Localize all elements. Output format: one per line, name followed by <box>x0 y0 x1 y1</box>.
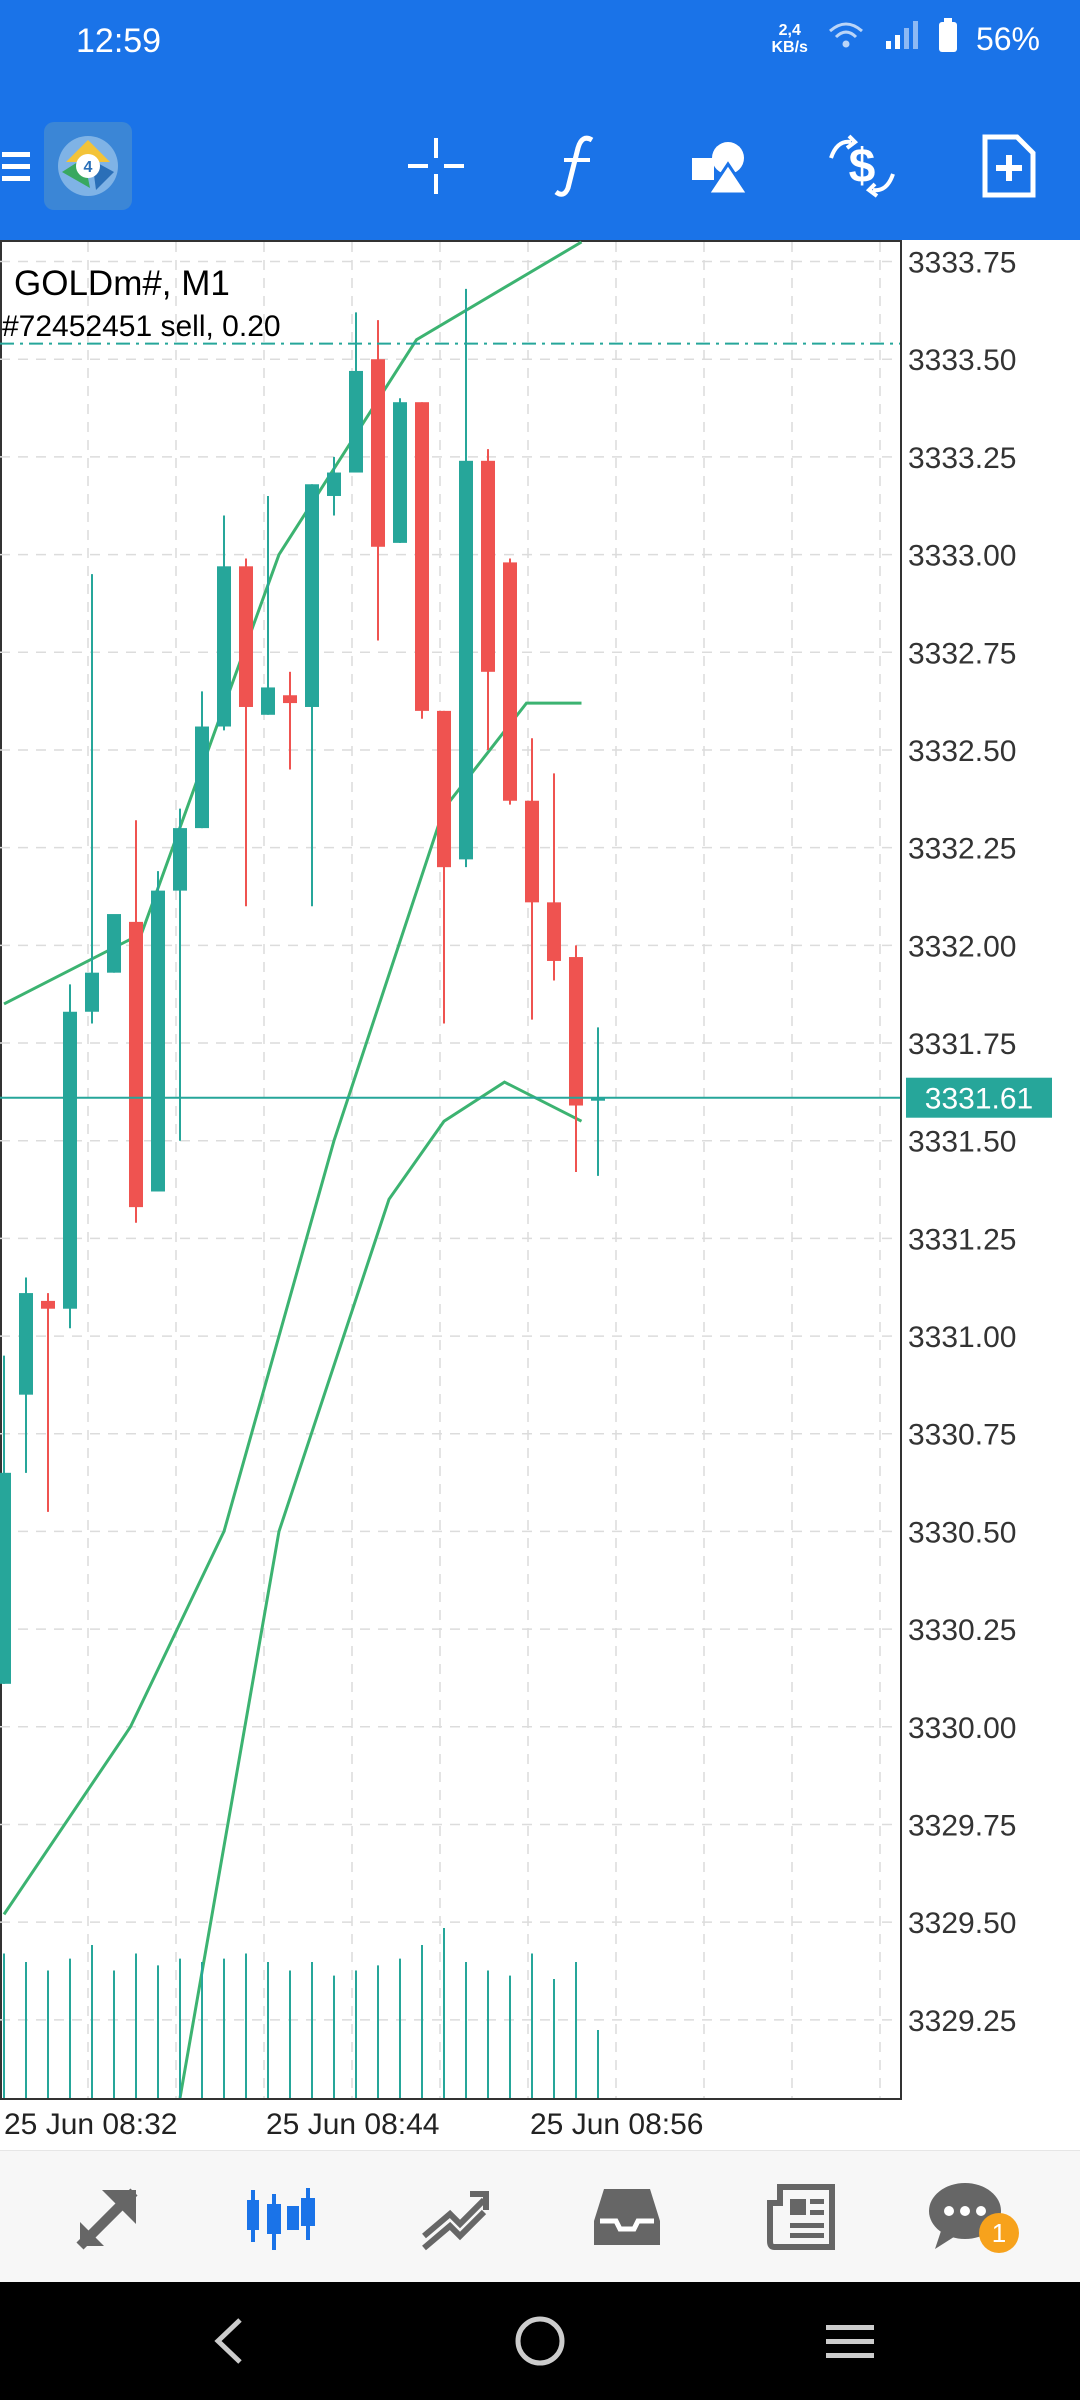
svg-text:4: 4 <box>84 159 93 176</box>
y-tick-label: 3332.75 <box>908 637 1016 670</box>
candle-body[interactable] <box>327 472 341 496</box>
status-time: 12:59 <box>76 22 162 60</box>
candle-body[interactable] <box>63 1011 77 1309</box>
candle-body[interactable] <box>437 710 451 868</box>
candle-body[interactable] <box>525 800 539 903</box>
y-tick-label: 3332.00 <box>908 930 1016 963</box>
menu-icon[interactable] <box>0 92 34 240</box>
candle-body[interactable] <box>415 402 429 711</box>
y-tick-label: 3331.50 <box>908 1126 1016 1159</box>
candle-body[interactable] <box>349 370 363 473</box>
signal-icon <box>884 19 920 59</box>
chart-canvas[interactable]: 3331.61 3333.75 3333.50 3333.25 3333.00 3332… <box>0 240 1080 2150</box>
y-tick-label: 3330.50 <box>908 1516 1016 1549</box>
battery-icon <box>938 18 958 60</box>
y-tick-label: 3333.00 <box>908 540 1016 573</box>
objects-icon[interactable] <box>682 92 758 240</box>
y-tick-label: 3330.25 <box>908 1614 1016 1647</box>
candle-body[interactable] <box>547 902 561 961</box>
net-speed: 2,4 KB/s <box>772 22 808 56</box>
candle-body[interactable] <box>173 828 187 891</box>
y-tick-label: 3329.25 <box>908 2005 1016 2038</box>
recents-icon[interactable] <box>790 2282 910 2400</box>
y-tick-label: 3333.75 <box>908 247 1016 280</box>
y-tick-label: 3330.75 <box>908 1419 1016 1452</box>
x-tick-label: 25 Jun 08:44 <box>266 2108 439 2141</box>
y-tick-label: 3332.50 <box>908 735 1016 768</box>
current-price-tag <box>906 1077 1052 1118</box>
candle-body[interactable] <box>459 460 473 860</box>
current-price-label: 3331.61 <box>925 1083 1033 1116</box>
chart-icon[interactable] <box>216 2151 346 2283</box>
band-middle <box>2 701 582 1916</box>
candle-body[interactable] <box>305 484 319 707</box>
symbol-dollar-icon[interactable]: $ <box>824 92 900 240</box>
bottom-nav: 1 <box>0 2150 1080 2283</box>
chart-symbol: GOLDm#, M1 <box>14 264 230 303</box>
inbox-icon[interactable] <box>562 2151 692 2283</box>
candle-body[interactable] <box>0 1472 11 1684</box>
candle-body[interactable] <box>129 921 143 1208</box>
y-tick-label: 3330.00 <box>908 1712 1016 1745</box>
status-bar: 12:59 2,4 KB/s 56% <box>0 0 1080 92</box>
y-tick-label: 3331.75 <box>908 1028 1016 1061</box>
y-tick-label: 3331.25 <box>908 1223 1016 1256</box>
back-icon[interactable] <box>168 2282 288 2400</box>
candle-body[interactable] <box>591 1097 605 1101</box>
candle-body[interactable] <box>503 562 517 801</box>
status-right: 2,4 KB/s 56% <box>772 18 1040 60</box>
band-upper <box>3 240 583 1006</box>
candle-body[interactable] <box>393 402 407 543</box>
x-tick-label: 25 Jun 08:56 <box>530 2108 703 2141</box>
candle-body[interactable] <box>195 726 209 829</box>
battery-percent: 56% <box>975 20 1040 57</box>
candle-body[interactable] <box>371 359 385 547</box>
candle-body[interactable] <box>239 566 253 707</box>
app-logo[interactable]: 4 <box>42 92 134 240</box>
y-tick-label: 3331.00 <box>908 1321 1016 1354</box>
chat-icon[interactable]: 1 <box>906 2151 1036 2283</box>
y-tick-label: 3329.75 <box>908 1809 1016 1842</box>
candle-body[interactable] <box>19 1293 33 1395</box>
y-tick-label: 3329.50 <box>908 1907 1016 1940</box>
y-tick-label: 3332.25 <box>908 833 1016 866</box>
system-nav <box>0 2282 1080 2400</box>
crosshair-icon[interactable] <box>398 92 474 240</box>
wifi-icon <box>826 19 866 59</box>
candle-body[interactable] <box>41 1300 55 1309</box>
candle-body[interactable] <box>481 460 495 672</box>
news-icon[interactable] <box>736 2151 866 2283</box>
home-icon[interactable] <box>480 2282 600 2400</box>
price-chart[interactable]: 3331.61 3333.75 3333.50 3333.25 3333.00 3332… <box>0 240 1080 2150</box>
indicators-icon[interactable] <box>540 92 616 240</box>
chart-toolbar: 4 $ <box>0 92 1080 240</box>
candle-body[interactable] <box>569 957 583 1106</box>
candle-body[interactable] <box>85 972 99 1012</box>
new-order-icon[interactable] <box>966 92 1052 240</box>
candle-body[interactable] <box>283 695 297 704</box>
x-tick-label: 25 Jun 08:32 <box>4 2108 177 2141</box>
net-speed-value: 2,4 <box>778 22 801 39</box>
candle-body[interactable] <box>151 890 165 1192</box>
trade-icon[interactable] <box>44 2151 174 2283</box>
net-speed-unit: KB/s <box>771 39 808 56</box>
order-label: #72452451 sell, 0.20 <box>2 310 281 343</box>
y-tick-label: 3333.25 <box>908 442 1016 475</box>
history-icon[interactable] <box>390 2151 520 2283</box>
band-lower <box>178 1080 583 2099</box>
candle-body[interactable] <box>107 914 121 973</box>
svg-text:$: $ <box>849 140 876 193</box>
y-tick-label: 3333.50 <box>908 344 1016 377</box>
chat-badge: 1 <box>992 2218 1006 2248</box>
candle-body[interactable] <box>261 687 275 715</box>
candle-body[interactable] <box>217 566 231 727</box>
